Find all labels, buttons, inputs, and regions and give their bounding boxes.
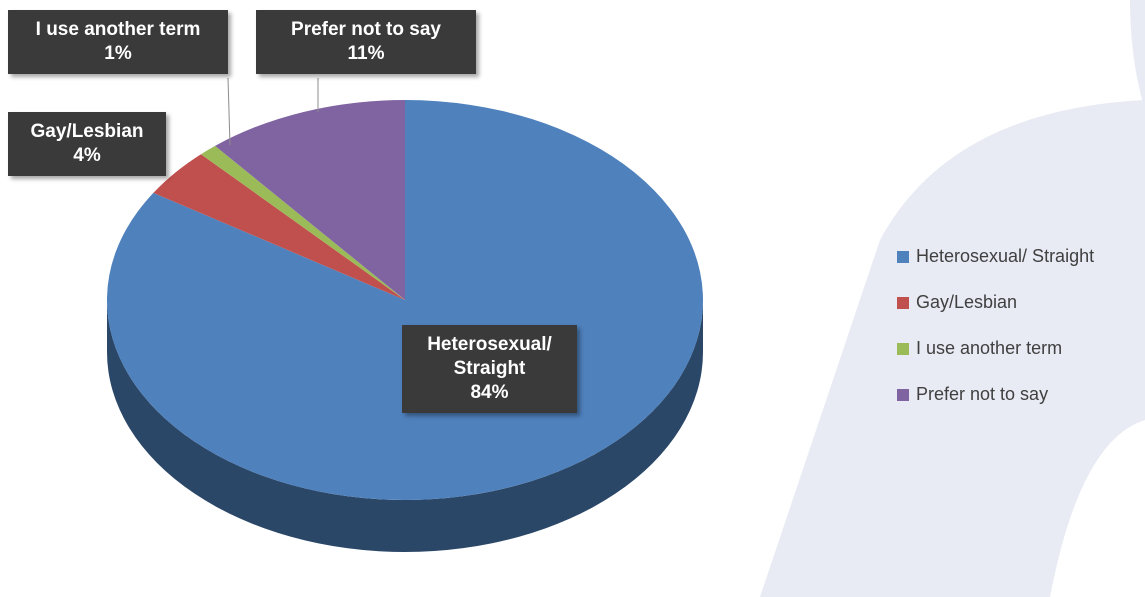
legend-label: Prefer not to say bbox=[916, 384, 1049, 404]
legend-swatch bbox=[897, 250, 909, 263]
data-label-value: 1% bbox=[104, 43, 132, 64]
slice bbox=[153, 154, 405, 300]
legend-item: I use another term bbox=[897, 338, 1062, 359]
data-label-value: 84% bbox=[470, 382, 509, 403]
background-shape bbox=[1130, 0, 1145, 110]
slice bbox=[215, 100, 405, 300]
data-label-value: 11% bbox=[347, 43, 385, 64]
data-label: Heterosexual/ Straight 84% bbox=[402, 325, 577, 413]
data-label: Gay/Lesbian 4% bbox=[8, 112, 166, 176]
legend-swatch bbox=[897, 388, 909, 401]
legend-label: Heterosexual/ Straight bbox=[916, 246, 1095, 266]
data-label-value: 4% bbox=[73, 145, 101, 166]
legend-swatch bbox=[897, 342, 909, 355]
data-label-category: I use another term bbox=[35, 19, 201, 40]
legend-label: Gay/Lesbian bbox=[916, 292, 1018, 312]
background-shape bbox=[760, 100, 1145, 597]
data-label-category: Gay/Lesbian bbox=[30, 121, 144, 142]
legend-item: Prefer not to say bbox=[897, 384, 1048, 405]
legend-label: I use another term bbox=[916, 338, 1063, 358]
data-label-category: Heterosexual/ Straight bbox=[427, 334, 552, 379]
legend-item: Heterosexual/ Straight bbox=[897, 246, 1094, 267]
data-label: I use another term 1% bbox=[8, 10, 228, 74]
data-label: Prefer not to say 11% bbox=[256, 10, 476, 74]
slice-side bbox=[107, 300, 703, 552]
leader-line bbox=[227, 77, 231, 146]
slice bbox=[201, 145, 405, 300]
legend-item: Gay/Lesbian bbox=[897, 292, 1017, 313]
legend-swatch bbox=[897, 296, 909, 309]
data-label-category: Prefer not to say bbox=[291, 19, 441, 40]
